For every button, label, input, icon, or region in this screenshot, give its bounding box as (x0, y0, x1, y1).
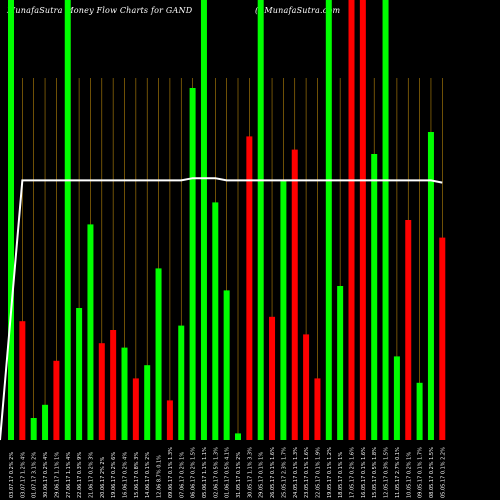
bar-up (8, 0, 14, 440)
bar-up (393, 356, 400, 440)
x-tick-label: 29.06.17 1.1% 1% (54, 452, 60, 498)
bar-down (166, 400, 173, 440)
x-tick-label: 18.05.17 0.1% 1% (338, 452, 344, 498)
x-tick-label: 14.06.17 0.1% 2% (145, 452, 151, 498)
bar-up (257, 0, 264, 440)
bar-down (98, 343, 105, 440)
x-tick-label: 30.05.17 1.1% 3.3% (247, 447, 253, 498)
x-tick-label: 06.06.17 0.2% 1.5% (191, 447, 197, 498)
bar-up (121, 347, 128, 440)
bar-up (382, 0, 389, 440)
x-tick-label: 19.05.17 0.1% 1.2% (327, 447, 333, 498)
bar-up (223, 290, 230, 440)
x-tick-label: 05.06.17 1.1% 1.1% (202, 447, 208, 498)
bar-up (416, 382, 423, 440)
bar-up (189, 88, 196, 440)
bar-up (235, 433, 241, 440)
x-tick-label: 26.05.17 0.1% 1.6% (270, 447, 276, 498)
x-tick-label: 24.05.17 0.1% 1.3% (293, 447, 299, 498)
bar-up (87, 224, 94, 440)
x-tick-label: 01.06.17 0.5% 4.1% (225, 447, 231, 498)
x-tick-label: 31.05.17 0.1% 2% (236, 452, 242, 498)
bar-up (42, 404, 49, 440)
x-tick-label: 23.05.17 0.1% 1.6% (304, 447, 310, 498)
x-tick-label: 10.05.17 0.2% 1% (406, 452, 412, 498)
bar-up (371, 154, 378, 440)
x-tick-label: 27.06.17 1.1% 4% (66, 452, 72, 498)
x-tick-label: 16.05.17 0.1% 1.6% (361, 447, 367, 498)
x-tick-label: 09.06.17 0.1% 1.3% (168, 447, 174, 498)
x-tick-label: 11.05.17 2.7% 0.1% (395, 447, 401, 498)
bar-down (132, 378, 139, 440)
x-tick-label: 19.06.17 0.2% 6% (111, 452, 117, 498)
bar-down (269, 316, 276, 440)
x-tick-label: 22.05.17 0.1% 1.9% (315, 447, 321, 498)
average-line-layer (0, 177, 443, 441)
x-tick-label: 03.07.17 0.2% 2% (9, 452, 15, 498)
x-tick-label: 03.07.17 1.2% 4% (20, 452, 26, 498)
x-axis-labels: 03.07.17 0.2% 2% 03.07.17 1.2% 4% 01.07.17… (9, 447, 446, 498)
bar-series (8, 0, 446, 440)
x-tick-label: 08.05.17 0.2% 1.5% (429, 447, 435, 498)
chart-title: MunafaSutra Money Flow Charts for GAND (7, 6, 193, 15)
bar-up (76, 308, 83, 440)
average-line (0, 177, 443, 441)
x-tick-label: 20.06.17 2% 2% (100, 456, 106, 498)
bar-up (427, 132, 434, 440)
x-tick-label: 16.06.17 0.2% 4% (123, 452, 129, 498)
bar-down (359, 0, 366, 440)
bar-down (439, 237, 446, 440)
bar-up (144, 365, 151, 440)
bar-down (53, 360, 60, 440)
bar-down (291, 149, 298, 440)
bar-down (19, 321, 26, 440)
bar-up (337, 286, 344, 440)
x-tick-label: 09.05.17 0.1% 1.7% (418, 447, 424, 498)
x-tick-label: 15.05.17 0.5% 1.8% (372, 447, 378, 498)
x-tick-label: 02.06.17 0.5% 1.3% (213, 447, 219, 498)
x-tick-label: 21.06.17 0.2% 3% (88, 452, 94, 498)
bar-up (30, 418, 37, 440)
bar-down (405, 220, 412, 440)
bar-up (178, 325, 185, 440)
bar-up (155, 268, 162, 440)
x-tick-label: 22.06.17 0.3% 9% (77, 452, 83, 498)
x-tick-label: 12.06 8.7% 0.1% (157, 455, 163, 498)
bar-up (325, 0, 332, 440)
x-tick-label: 29.05.17 0.1% 1% (259, 452, 265, 498)
bar-up (200, 0, 207, 440)
bar-down (110, 330, 117, 440)
bar-up (212, 202, 219, 440)
x-tick-label: 15.06.17 0.8% 3% (134, 452, 140, 498)
bar-down (348, 0, 355, 440)
x-tick-label: 12.05.17 0.3% 1.5% (384, 447, 390, 498)
bar-down (314, 378, 321, 440)
bar-down (303, 334, 310, 440)
x-tick-label: 05.05.17 0.1% 2.2% (440, 447, 446, 498)
x-tick-label: 25.05.17 2.3% 1.7% (281, 447, 287, 498)
bar-up (64, 0, 71, 440)
x-tick-label: 01.07.17 3.1% 2% (32, 452, 38, 498)
x-tick-label: 30.06.17 0.2% 4% (43, 452, 49, 498)
bar-up (280, 180, 287, 440)
x-tick-label: 07.06.17 0.2% 1% (179, 452, 185, 498)
bar-down (246, 136, 253, 440)
x-tick-label: 17.05.17 0.2% 1.6% (350, 447, 356, 498)
site-credit: () MunafaSutra.com (255, 6, 341, 15)
